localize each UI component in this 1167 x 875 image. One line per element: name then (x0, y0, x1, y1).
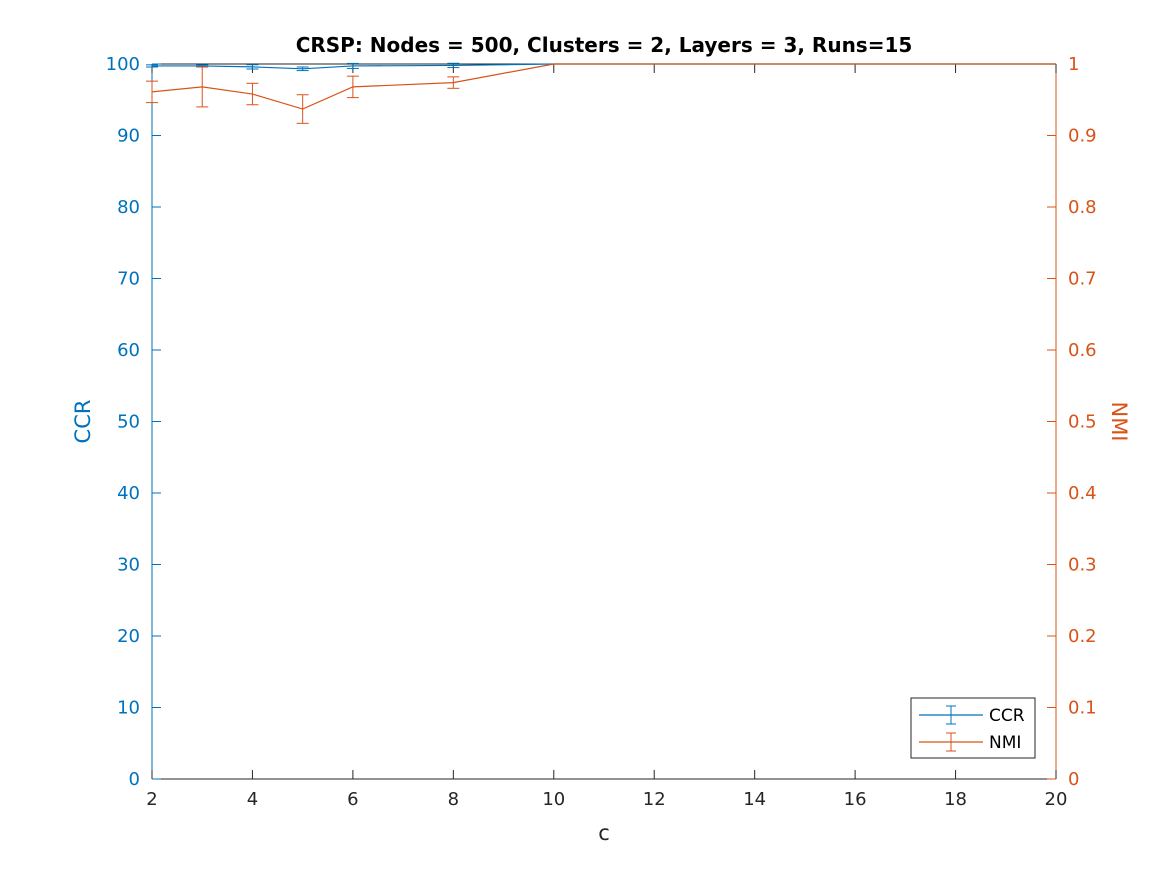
x-tick-label: 12 (643, 789, 666, 810)
error-bar-nmi (246, 82, 259, 106)
right-y-tick-label: 0.1 (1068, 698, 1097, 719)
legend-label-nmi: NMI (989, 733, 1021, 753)
left-y-tick-label: 50 (117, 412, 140, 433)
x-tick-label: 20 (1045, 789, 1068, 810)
legend-item-ccr: CCR (919, 705, 1025, 726)
left-y-tick-label: 30 (117, 555, 140, 576)
error-bar-nmi (296, 94, 309, 124)
left-y-tick-label: 100 (106, 54, 140, 75)
x-tick-label: 2 (146, 789, 157, 810)
x-tick-label: 8 (448, 789, 459, 810)
right-y-tick-label: 0.4 (1068, 483, 1097, 504)
legend-label-ccr: CCR (989, 706, 1025, 726)
right-y-tick-label: 0.6 (1068, 340, 1097, 361)
right-y-tick-label: 1 (1068, 54, 1079, 75)
right-y-tick-label: 0.5 (1068, 412, 1097, 433)
right-y-axis-label: NMI (1107, 401, 1131, 441)
right-y-tick-label: 0.8 (1068, 197, 1097, 218)
legend-item-nmi: NMI (919, 732, 1021, 753)
x-axis-label: c (598, 821, 610, 845)
error-bar-nmi (447, 76, 460, 89)
error-bar-ccr (146, 64, 158, 68)
left-y-tick-label: 20 (117, 626, 140, 647)
error-bar-ccr (296, 66, 309, 72)
right-y-tick-label: 0 (1068, 769, 1079, 790)
right-y-tick-label: 0.7 (1068, 269, 1097, 290)
error-bar-nmi (146, 80, 158, 104)
x-tick-label: 6 (347, 789, 358, 810)
left-y-tick-label: 40 (117, 483, 140, 504)
series-line-ccr (152, 63, 1056, 70)
left-y-tick-label: 60 (117, 340, 140, 361)
left-y-tick-label: 0 (129, 769, 140, 790)
left-y-tick-label: 90 (117, 126, 140, 147)
series-nmi (146, 63, 1056, 124)
series-ccr (146, 62, 1056, 72)
x-tick-label: 4 (247, 789, 258, 810)
x-tick-label: 18 (944, 789, 967, 810)
error-bar-ccr (346, 62, 359, 69)
series-line-nmi (151, 63, 1056, 110)
error-bar-nmi (346, 75, 359, 99)
plot-area: 2 4 6 8 10 12 14 16 18 20010203040506070809010000… (106, 54, 1097, 810)
chart-title: CRSP: Nodes = 500, Clusters = 2, Layers … (296, 33, 913, 57)
x-tick-label: 10 (542, 789, 565, 810)
error-bar-nmi (196, 66, 209, 108)
right-y-tick-label: 0.3 (1068, 555, 1097, 576)
legend-box (910, 697, 1036, 759)
x-tick-label: 16 (844, 789, 867, 810)
right-y-tick-label: 0.9 (1068, 126, 1097, 147)
left-y-tick-label: 10 (117, 698, 140, 719)
error-bar-ccr (447, 62, 460, 69)
left-y-tick-label: 70 (117, 269, 140, 290)
right-y-tick-label: 0.2 (1068, 626, 1097, 647)
legend: CCR NMI (910, 697, 1036, 759)
error-bar-ccr (246, 64, 259, 70)
left-y-axis-label: CCR (71, 400, 95, 444)
x-tick-label: 14 (743, 789, 766, 810)
left-y-tick-label: 80 (117, 197, 140, 218)
